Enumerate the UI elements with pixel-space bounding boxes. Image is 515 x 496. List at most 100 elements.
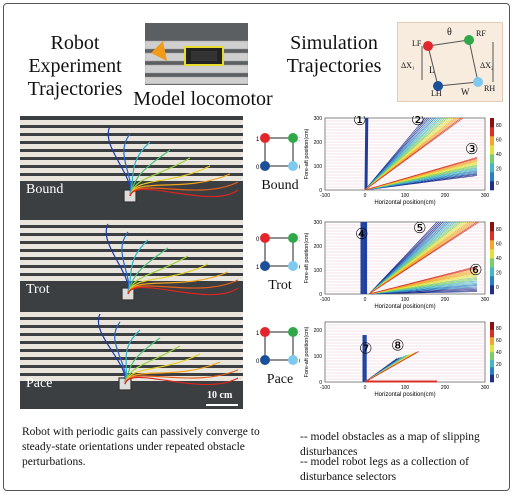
colorbar-tick: 20 — [496, 362, 502, 368]
leg-marker — [260, 161, 270, 171]
obstacle-bar — [20, 244, 243, 249]
x-tick-label: 200 — [441, 297, 450, 303]
obstacle-bar — [20, 368, 243, 373]
y-tick-label: 0 — [319, 380, 322, 386]
obstacle-bar — [20, 252, 243, 257]
x-tick-label: -100 — [320, 297, 330, 303]
photo-label-trot: Trot — [26, 282, 50, 297]
scale-bar-label: 10 cm — [207, 390, 233, 401]
colorbar-tick: 0 — [496, 374, 499, 380]
panel-number-label: ⑧ — [391, 338, 404, 355]
model-diagram: LF RF LH RH θ L W ΔX₁ ΔX₂ — [397, 22, 503, 102]
obstacle-bar — [20, 120, 243, 125]
x-tick-label: 100 — [401, 193, 410, 199]
model-locomotor-photo — [145, 23, 248, 85]
x-axis-label: Horizontal position(cm) — [374, 304, 435, 310]
label-rh: RH — [484, 84, 496, 93]
obstacle-bar — [20, 360, 243, 365]
x-tick-label: 100 — [401, 297, 410, 303]
left-caption: Robot with periodic gaits can passively … — [22, 426, 260, 468]
colorbar-tick: 40 — [496, 350, 502, 356]
y-tick-label: 300 — [314, 116, 323, 122]
x-tick-label: 300 — [481, 193, 490, 199]
x-tick-label: 0 — [364, 385, 367, 391]
leg-marker — [288, 133, 298, 143]
colorbar-tick: 80 — [496, 326, 502, 332]
locomotor-photo-art — [145, 23, 248, 85]
colorbar-tick: 20 — [496, 166, 502, 172]
obstacle-bar — [20, 152, 243, 157]
phase-label: 1 — [256, 265, 260, 271]
obstacle-bar — [20, 220, 243, 225]
colorbar-tick: 40 — [496, 152, 502, 158]
colorbar-tick: 80 — [496, 123, 502, 129]
leg-marker — [288, 161, 298, 171]
panel-number-label: ① — [353, 116, 366, 129]
obstacle-bar — [20, 160, 243, 165]
trajectory-line — [105, 223, 129, 295]
y-tick-label: 100 — [314, 268, 323, 274]
leg-marker — [260, 233, 270, 243]
panel-number-label: ② — [411, 116, 424, 129]
y-tick-label: 0 — [319, 188, 322, 194]
scale-bar — [206, 404, 238, 406]
trajectory-line — [127, 286, 239, 296]
y-tick-label: 100 — [314, 354, 323, 360]
model-locomotor-title: Model locomotor — [133, 88, 273, 110]
leg-marker — [260, 327, 270, 337]
obstacle-bar — [20, 260, 243, 265]
x-tick-label: 300 — [481, 385, 490, 391]
obstacle-bar — [20, 276, 243, 281]
colorbar: 0 20 40 60 80 — [490, 222, 502, 295]
obstacle-bar — [20, 168, 243, 173]
x-tick-label: 200 — [441, 385, 450, 391]
phase-label: 1 — [256, 137, 260, 143]
sim-trajectories — [360, 221, 480, 295]
y-axis-label: Fore-aft position(cm) — [304, 326, 310, 377]
panel-number-label: ③ — [465, 141, 478, 158]
x-tick-label: 0 — [364, 193, 367, 199]
panel-number-label: ④ — [355, 226, 368, 243]
obstacle-bar — [20, 336, 243, 341]
obstacle-bar — [20, 236, 243, 241]
obstacle-bar — [20, 312, 243, 317]
colorbar-tick: 40 — [496, 256, 502, 262]
colorbar-tick: 0 — [496, 181, 499, 187]
label-theta: θ — [447, 27, 452, 38]
trajectory-line — [127, 271, 229, 295]
y-tick-label: 200 — [314, 140, 323, 146]
obstacle-bar — [20, 136, 243, 141]
leg-marker — [288, 261, 298, 271]
colorbar-tick: 60 — [496, 338, 502, 344]
x-tick-label: 0 — [364, 297, 367, 303]
sim-trajectories — [364, 117, 478, 191]
colorbar: 0 20 40 60 80 — [490, 118, 502, 191]
gait-square: 0110 — [256, 233, 303, 271]
right-caption-2: -- model robot legs as a collection of d… — [300, 456, 469, 483]
simulation-title: Simulation Trajectories — [286, 32, 382, 77]
phase-label: 0 — [256, 359, 260, 365]
experiment-photo: Bound Trot Pace 10 cm — [20, 116, 243, 409]
gait-diagram-bound: 1100Bound — [255, 132, 303, 202]
colorbar: 0 20 40 60 80 — [490, 322, 502, 383]
x-axis-label: Horizontal position(cm) — [374, 392, 435, 398]
y-tick-label: 100 — [314, 164, 323, 170]
label-l: L — [429, 65, 435, 75]
label-dx1: ΔX₁ — [401, 61, 415, 70]
x-tick-label: 200 — [441, 193, 450, 199]
panel-number-label: ⑥ — [469, 262, 482, 279]
x-tick-label: -100 — [320, 385, 330, 391]
label-rf: RF — [476, 29, 486, 38]
obstacle-bar — [20, 176, 243, 181]
gait-label: Trot — [268, 278, 292, 293]
obstacle-bar — [20, 328, 243, 333]
model-diagram-art — [421, 35, 494, 91]
obstacle-bar — [20, 144, 243, 149]
experiment-photo-art — [20, 120, 243, 391]
gait-diagram-pace: 1100Pace — [255, 326, 303, 396]
y-axis-label: Fore-aft position(cm) — [304, 232, 310, 283]
